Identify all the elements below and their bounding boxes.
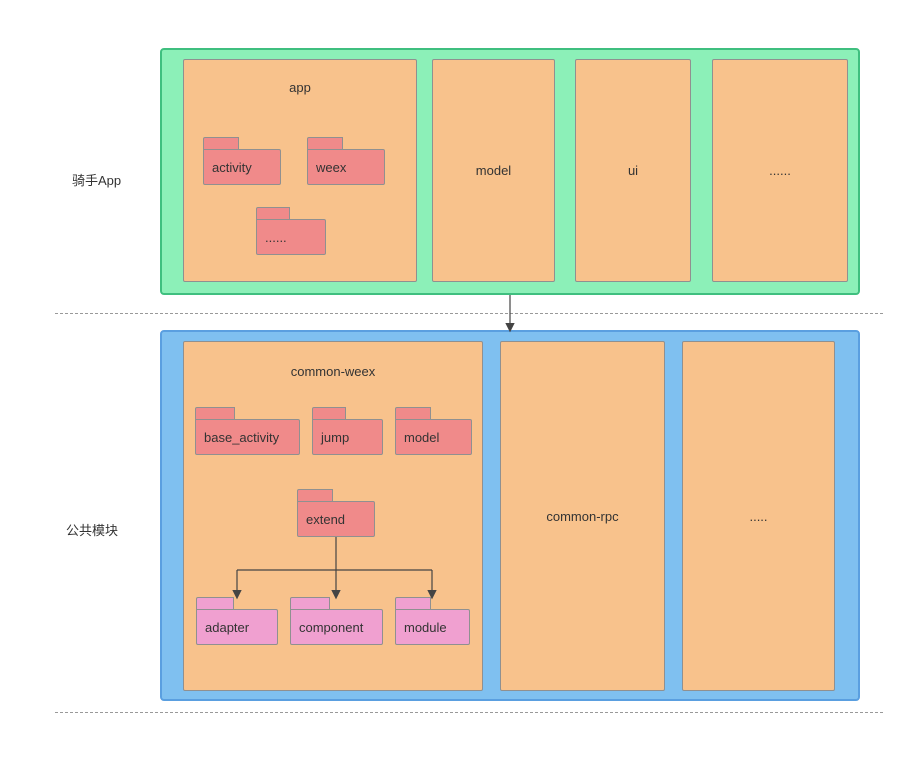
folder-model2: model <box>395 407 472 455</box>
folder-tab-icon <box>196 597 234 609</box>
box-common-weex-label: common-weex <box>291 364 376 379</box>
folder-component: component <box>290 597 383 645</box>
folder-tab-icon <box>395 407 431 419</box>
folder-component-label: component <box>299 620 363 635</box>
folder-adapter-label: adapter <box>205 620 249 635</box>
box-ui-label: ui <box>628 163 638 178</box>
folder-model2-label: model <box>404 430 439 445</box>
section-label-top: 骑手App <box>72 170 121 189</box>
folder-top-more: ...... <box>256 207 326 255</box>
folder-weex-label: weex <box>316 160 346 175</box>
folder-base-activity-label: base_activity <box>204 430 279 445</box>
divider-2 <box>55 712 883 713</box>
folder-tab-icon <box>307 137 343 149</box>
folder-tab-icon <box>395 597 431 609</box>
box-model-label: model <box>476 163 511 178</box>
folder-tab-icon <box>195 407 235 419</box>
box-bottom-more-label: ..... <box>749 509 767 524</box>
box-app-label: app <box>289 80 311 95</box>
divider-1 <box>55 313 883 314</box>
folder-activity: activity <box>203 137 281 185</box>
folder-jump-label: jump <box>321 430 349 445</box>
section-label-bottom: 公共模块 <box>66 520 118 539</box>
folder-module-label: module <box>404 620 447 635</box>
folder-extend-label: extend <box>306 512 345 527</box>
box-common-rpc-label: common-rpc <box>546 509 618 524</box>
diagram-canvas: 骑手App 公共模块 app model ui ...... activity … <box>0 0 913 761</box>
folder-tab-icon <box>290 597 330 609</box>
box-common-rpc: common-rpc <box>500 341 665 691</box>
box-top-more-label: ...... <box>769 163 791 178</box>
folder-module: module <box>395 597 470 645</box>
box-bottom-more: ..... <box>682 341 835 691</box>
folder-jump: jump <box>312 407 383 455</box>
folder-tab-icon <box>297 489 333 501</box>
box-model: model <box>432 59 555 282</box>
folder-activity-label: activity <box>212 160 252 175</box>
folder-extend: extend <box>297 489 375 537</box>
folder-adapter: adapter <box>196 597 278 645</box>
folder-weex: weex <box>307 137 385 185</box>
box-top-more: ...... <box>712 59 848 282</box>
folder-base-activity: base_activity <box>195 407 300 455</box>
folder-tab-icon <box>203 137 239 149</box>
folder-top-more-label: ...... <box>265 230 287 245</box>
folder-tab-icon <box>256 207 290 219</box>
box-ui: ui <box>575 59 691 282</box>
folder-tab-icon <box>312 407 346 419</box>
